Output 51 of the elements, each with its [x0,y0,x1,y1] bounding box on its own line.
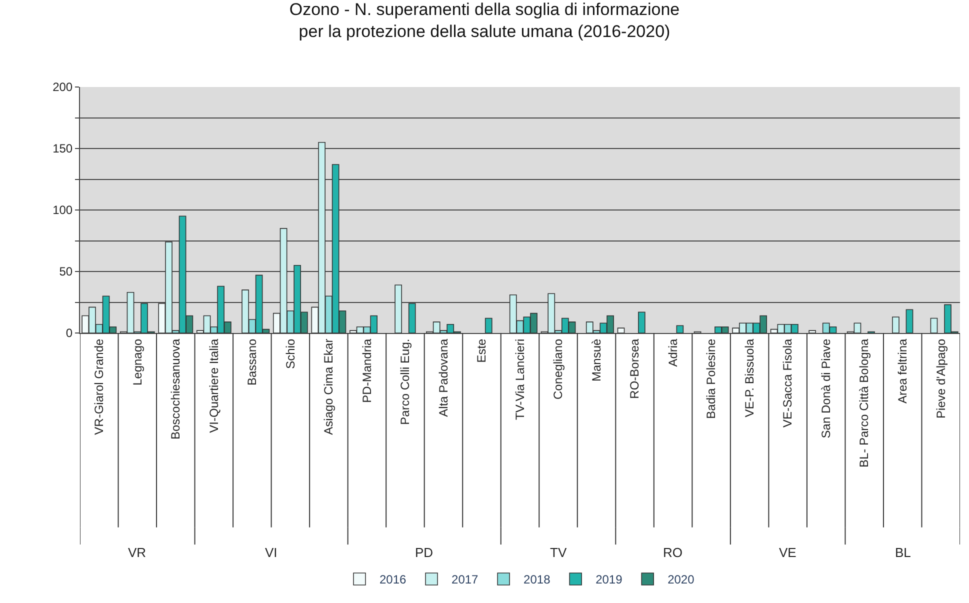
legend-label: 2019 [596,572,623,587]
x-tick-label: Bassano [245,338,260,386]
bar [676,325,684,333]
text: TV [550,545,567,560]
x-tick-label: RO-Borsea [628,338,642,399]
y-tick-label: 50 [59,264,73,279]
bar [638,312,646,333]
x-tick-label: Schio [283,338,298,369]
text: RO [663,545,682,560]
y-tick-label: 100 [52,203,73,218]
x-tick-label: VR-Giarol Grande [92,338,106,435]
bar [906,309,914,333]
x-tick-label: Asiago Cima Ekar [322,338,336,435]
x-tick-label: Legnago [130,338,144,386]
text: VI [265,545,278,560]
x-tick-label: VE-Sacca Fisola [780,338,795,428]
x-tick-label: Adria [666,338,680,367]
x-tick-label: BL- Parco Città Bologna [857,338,872,468]
bar [408,303,416,333]
x-tick-label: Area feltrina [896,338,910,404]
y-tick-label: 150 [52,142,73,156]
bar [808,330,816,333]
bar [394,284,402,333]
x-tick-label: San Donà di Piave [818,338,833,438]
x-tick-label: Boscochiesanuova [168,338,183,440]
chart-title: Ozono - N. superamenti della soglia di informazione per la protezione della salute umana (2016-2020) [289,0,680,42]
x-tick-label: TV-Via Lancieri [512,338,527,420]
x-tick-label: PD-Mandria [360,338,374,403]
bar [892,316,900,333]
x-tick-label: VE-P. Bissuola [742,338,756,418]
text: PD [415,545,434,560]
bar [930,318,938,333]
x-tick-label: Parco Colli Eug. [398,338,412,425]
text: VR [128,545,146,560]
legend-label: 2018 [524,572,551,587]
y-tick-label: 0 [66,326,73,340]
x-tick-label: Pieve d'Alpago [934,338,948,418]
y-tick-label: 200 [52,80,73,94]
bar [617,328,625,333]
text: VE [779,545,797,560]
text: BL [895,545,911,560]
legend-label: 2016 [380,572,407,587]
x-tick-label: Mansuè [589,338,604,382]
x-tick-label: VI-Quartiere Italia [206,338,221,433]
bar [484,318,492,333]
legend-label: 2020 [668,572,695,587]
x-tick-label: Este [474,338,489,363]
x-tick-label: Alta Padovana [436,338,450,417]
x-tick-label: Badia Polesine [704,338,718,419]
legend-label: 2017 [452,572,479,587]
x-tick-label: Conegliano [551,338,566,400]
